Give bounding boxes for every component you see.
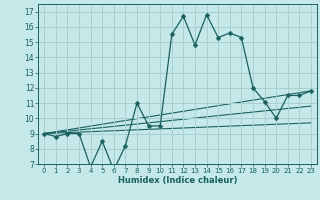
- X-axis label: Humidex (Indice chaleur): Humidex (Indice chaleur): [118, 176, 237, 185]
